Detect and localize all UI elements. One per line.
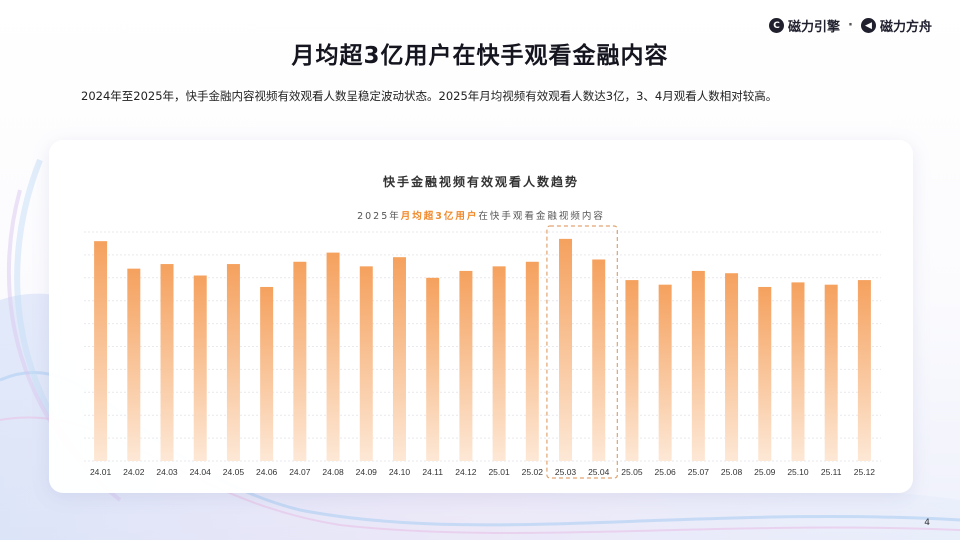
bar-24.01 [94, 241, 108, 461]
x-tick-label-24.07: 24.07 [289, 467, 311, 477]
bar-25.09 [758, 286, 772, 461]
chart-card: 快手金融视频有效观看人数趋势 2025年月均超3亿用户在快手观看金融视频内容 2… [49, 140, 913, 493]
x-tick-label-24.11: 24.11 [422, 467, 443, 477]
x-tick-label-24.02: 24.02 [123, 467, 145, 477]
chart-subtitle-highlight: 月均超3亿用户 [400, 211, 479, 222]
bar-24.04 [193, 275, 207, 461]
gridlines [84, 231, 881, 462]
intro-paragraph: 2024年至2025年，快手金融内容视频有效观看人数呈稳定波动状态。2025年月… [81, 89, 778, 103]
bar-24.07 [293, 261, 307, 461]
bar-25.01 [492, 266, 506, 461]
bar-24.05 [226, 264, 240, 461]
bar-25.06 [658, 284, 672, 461]
x-tick-label-25.07: 25.07 [688, 467, 710, 477]
bar-25.04 [592, 259, 606, 461]
bars [94, 238, 871, 461]
bar-25.12 [857, 280, 871, 461]
highlight-box-group [546, 225, 618, 479]
bar-24.06 [260, 286, 274, 461]
chart-subtitle-suffix: 在快手观看金融视频内容 [478, 211, 605, 222]
bar-25.05 [625, 280, 639, 461]
x-tick-label-25.08: 25.08 [721, 467, 743, 477]
x-tick-labels: 24.01 24.02 24.03 24.04 24.05 24.06 24.07 24.08… [90, 467, 875, 477]
bar-24.10 [392, 257, 406, 461]
x-tick-label-25.01: 25.01 [488, 467, 510, 477]
x-tick-label-25.10: 25.10 [787, 467, 809, 477]
x-tick-label-25.09: 25.09 [754, 467, 776, 477]
x-tick-label-25.04: 25.04 [588, 467, 610, 477]
brand-logo: C 磁力引擎 · ◀ 磁力方舟 [769, 16, 932, 35]
bar-25.11 [824, 284, 838, 461]
bar-25.08 [725, 273, 739, 461]
magnet-engine-logo-icon: C [769, 18, 785, 33]
bar-25.03 [559, 238, 573, 461]
bar-25.02 [525, 261, 539, 461]
x-tick-label-25.02: 25.02 [522, 467, 544, 477]
bar-24.08 [326, 252, 340, 461]
x-tick-label-24.03: 24.03 [156, 467, 178, 477]
bar-24.03 [160, 264, 174, 461]
page-title: 月均超3亿用户在快手观看金融内容 [291, 43, 669, 69]
magnet-ark-logo-icon: ◀ [860, 18, 876, 33]
x-tick-label-24.08: 24.08 [322, 467, 344, 477]
highlight-box [546, 225, 618, 479]
page-number: 4 [924, 518, 930, 528]
logo-brand-engine: 磁力引擎 [788, 20, 841, 35]
logo-separator: · [848, 18, 853, 33]
x-tick-label-24.04: 24.04 [190, 467, 212, 477]
x-tick-label-25.05: 25.05 [621, 467, 643, 477]
x-tick-label-24.05: 24.05 [223, 467, 245, 477]
bar-24.02 [127, 268, 141, 461]
bar-chart: 24.01 24.02 24.03 24.04 24.05 24.06 24.07 24.08… [84, 225, 881, 479]
x-tick-label-24.09: 24.09 [356, 467, 378, 477]
x-tick-label-24.10: 24.10 [389, 467, 411, 477]
chart-title: 快手金融视频有效观看人数趋势 [382, 175, 579, 189]
x-tick-label-25.03: 25.03 [555, 467, 577, 477]
chart-subtitle-prefix: 2025年 [357, 211, 401, 222]
bar-24.11 [426, 277, 440, 461]
bar-24.12 [459, 270, 473, 461]
bar-25.10 [791, 282, 805, 461]
x-tick-label-24.12: 24.12 [455, 467, 477, 477]
x-tick-label-24.06: 24.06 [256, 467, 278, 477]
x-tick-label-25.11: 25.11 [821, 467, 842, 477]
x-tick-label-25.06: 25.06 [655, 467, 677, 477]
x-tick-label-25.12: 25.12 [854, 467, 876, 477]
bar-24.09 [359, 266, 373, 461]
x-tick-label-24.01: 24.01 [90, 467, 112, 477]
chart-subtitle: 2025年月均超3亿用户在快手观看金融视频内容 [49, 208, 913, 222]
logo-brand-ark: 磁力方舟 [879, 20, 932, 35]
bar-25.07 [691, 270, 705, 461]
